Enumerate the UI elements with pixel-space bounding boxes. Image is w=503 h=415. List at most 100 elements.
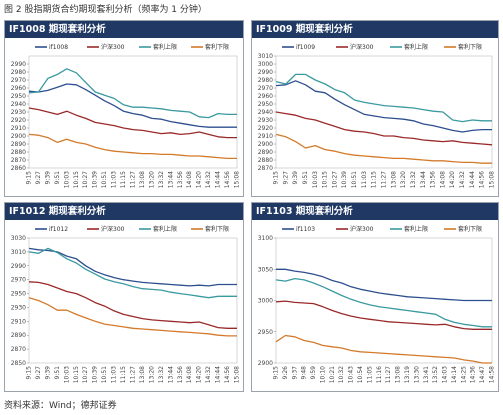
y-tick-label: 2890	[11, 332, 26, 339]
x-tick-label: 13:32	[158, 366, 165, 383]
x-tick-label: 9:39	[44, 366, 51, 380]
x-tick-label: 10:10	[319, 366, 326, 383]
source-note: 资料来源：Wind；德邦证券	[4, 401, 117, 411]
x-tick-label: 15:08	[489, 171, 496, 188]
x-tick-label: 10:03	[312, 171, 319, 188]
legend-label: 套利下限	[205, 43, 229, 51]
x-tick-label: 11:27	[385, 366, 392, 383]
series-line-3	[275, 277, 492, 328]
y-tick-label: 2990	[11, 61, 26, 68]
y-tick-label: 3100	[258, 235, 273, 242]
y-tick-label: 2870	[11, 346, 26, 353]
x-tick-label: 9:27	[35, 366, 42, 380]
x-tick-label: 14:08	[186, 366, 193, 383]
y-tick-label: 2960	[11, 85, 26, 92]
x-tick-label: 14:56	[224, 171, 231, 188]
y-tick-label: 2910	[11, 125, 26, 132]
y-tick-label: 2950	[11, 291, 26, 298]
x-tick-label: 9:48	[301, 366, 308, 380]
x-tick-label: 10:43	[348, 366, 355, 383]
x-tick-label: 13:08	[395, 366, 402, 383]
panel-title: IF1012 期现套利分析	[5, 203, 243, 220]
plot-frame	[28, 237, 238, 364]
x-tick-label: 9:27	[35, 171, 42, 185]
x-tick-label: 10:03	[63, 366, 70, 383]
x-tick-label: 9:59	[310, 366, 317, 380]
x-tick-label: 13:20	[400, 171, 407, 188]
legend-label: 套利上限	[404, 225, 428, 233]
series-line-3	[275, 73, 492, 123]
y-tick-label: 3000	[258, 61, 273, 68]
series-line-4	[275, 334, 492, 364]
x-tick-label: 11:27	[130, 366, 137, 383]
x-tick-label: 11:15	[120, 366, 127, 383]
series-line-2	[275, 111, 493, 146]
chart-svg: 2870288028902900291029202930294029502960…	[258, 43, 496, 188]
x-tick-label: 14:14	[451, 366, 458, 383]
y-tick-label: 2900	[258, 141, 273, 148]
x-tick-label: 13:32	[158, 171, 165, 188]
series-line-2	[28, 281, 237, 329]
x-tick-label: 13:08	[390, 171, 397, 188]
legend-label: 沪深300	[101, 225, 125, 233]
panel-title: IF1103 期现套利分析	[252, 203, 498, 220]
x-tick-label: 14:32	[205, 171, 212, 188]
x-tick-label: 10:39	[92, 366, 99, 383]
x-tick-label: 13:08	[139, 366, 146, 383]
x-tick-label: 11:27	[130, 171, 137, 188]
x-tick-label: 14:32	[205, 366, 212, 383]
x-tick-label: 14:56	[224, 366, 231, 383]
y-tick-label: 2860	[11, 165, 26, 172]
y-tick-label: 2920	[11, 117, 26, 124]
y-tick-label: 2970	[258, 85, 273, 92]
x-tick-label: 11:03	[111, 171, 118, 188]
x-tick-label: 15:08	[234, 366, 241, 383]
x-tick-label: 11:03	[361, 171, 368, 188]
legend-label: 套利上限	[153, 225, 177, 233]
x-tick-label: 10:51	[351, 171, 358, 188]
x-tick-label: 11:16	[376, 366, 383, 383]
series-line-3	[28, 247, 237, 299]
series-line-4	[275, 133, 492, 164]
x-tick-label: 10:27	[331, 171, 338, 188]
x-tick-label: 14:44	[215, 366, 222, 383]
y-tick-label: 2880	[11, 149, 26, 156]
chart-panel-if1103: IF1103 期现套利分析 2900 2950 3000 3050 3100 9:15 9:…	[251, 202, 499, 392]
y-tick-label: 3000	[258, 298, 273, 305]
x-tick-label: 14:20	[449, 171, 456, 188]
x-tick-label: 14:25	[460, 366, 467, 383]
y-tick-label: 2950	[258, 101, 273, 108]
x-tick-label: 9:51	[302, 171, 309, 185]
x-tick-label: 9:26	[282, 366, 289, 380]
x-tick-label: 13:52	[432, 366, 439, 383]
x-tick-label: 10:39	[341, 171, 348, 188]
chart-panel-if1008: IF1008 期现套利分析 2860 2870 2880 2890 2900 2910 29…	[4, 20, 244, 197]
x-tick-label: 14:56	[479, 171, 486, 188]
x-tick-label: 10:15	[322, 171, 329, 188]
x-tick-label: 9:37	[291, 366, 298, 380]
x-tick-label: 10:27	[82, 366, 89, 383]
x-tick-label: 14:08	[439, 171, 446, 188]
x-tick-label: 9:15	[26, 366, 33, 380]
x-tick-label: 11:15	[371, 171, 378, 188]
x-tick-label: 14:44	[469, 171, 476, 188]
x-tick-label: 13:08	[139, 171, 146, 188]
x-tick-label: 13:56	[177, 171, 184, 188]
y-tick-label: 2880	[258, 157, 273, 164]
y-tick-label: 2890	[258, 149, 273, 156]
legend-label: if1103	[296, 226, 315, 233]
y-tick-label: 2970	[11, 77, 26, 84]
y-tick-label: 3010	[258, 53, 273, 60]
chart-panel-if1012: IF1012 期现套利分析 2850 2870 2890 2910 2930 2950 29…	[4, 202, 244, 392]
legend-label: 套利下限	[458, 225, 482, 233]
y-tick-label: 2980	[11, 69, 26, 76]
x-tick-label: 14:08	[186, 171, 193, 188]
x-tick-label: 13:44	[167, 171, 174, 188]
x-tick-label: 9:51	[54, 171, 61, 185]
x-tick-label: 11:03	[111, 366, 118, 383]
x-tick-label: 13:20	[148, 171, 155, 188]
legend-label: if1009	[296, 44, 315, 51]
x-tick-label: 14:44	[215, 171, 222, 188]
y-tick-label: 2900	[258, 360, 273, 367]
chart-panel-if1009: IF1009 期现套利分析 2870 2880 2890 2900 2910 2920 29…	[251, 20, 499, 197]
